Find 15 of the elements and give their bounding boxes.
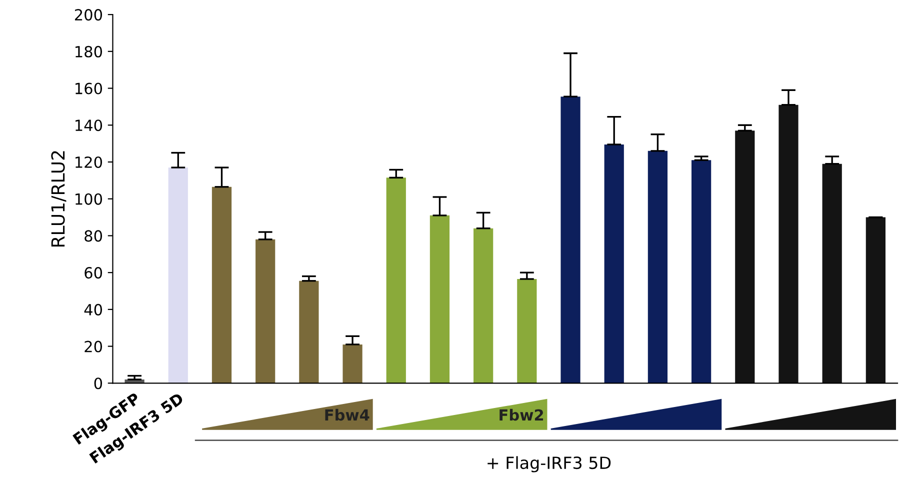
- y-tick-label: 80: [84, 230, 102, 242]
- text: Fbw4: [325, 408, 370, 421]
- y-tick-label: 160: [76, 82, 102, 94]
- y-tick-label: 0: [94, 378, 102, 390]
- y-tick-label: 200: [74, 9, 102, 21]
- y-tick-label: 40: [84, 304, 102, 316]
- y-axis-title: RLU1/RLU2: [51, 151, 66, 247]
- y-tick-label: 180: [76, 46, 102, 58]
- y-tick-label: 140: [76, 120, 102, 132]
- y-tick-label: 20: [84, 340, 102, 352]
- y-tick-label: 120: [76, 156, 102, 168]
- text: Fbw2: [500, 408, 544, 421]
- y-tick-label: 100: [76, 193, 102, 205]
- text: + Flag-IRF3 5D: [488, 456, 611, 472]
- y-tick-label: 60: [84, 267, 102, 279]
